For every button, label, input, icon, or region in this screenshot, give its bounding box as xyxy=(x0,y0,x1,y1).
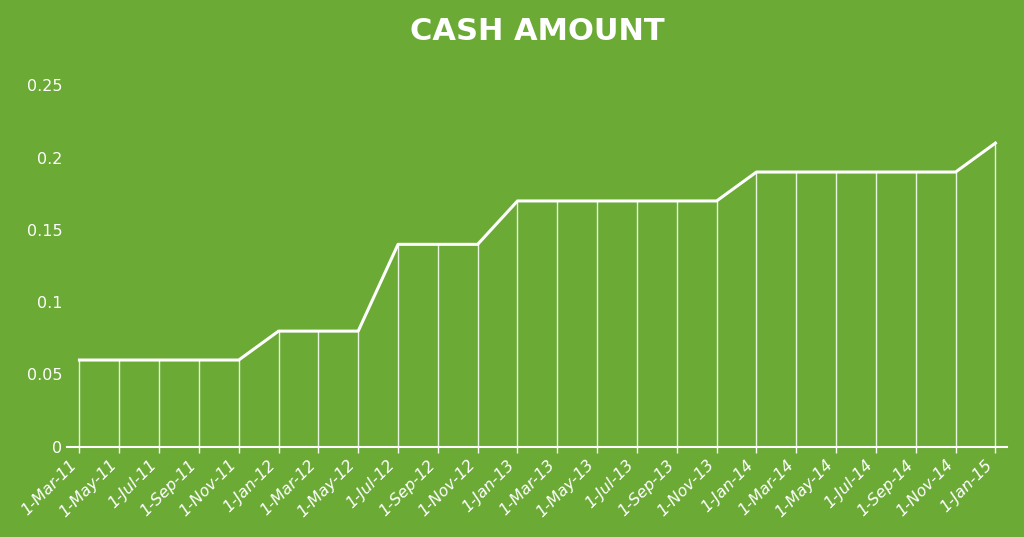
Title: CASH AMOUNT: CASH AMOUNT xyxy=(410,17,665,46)
